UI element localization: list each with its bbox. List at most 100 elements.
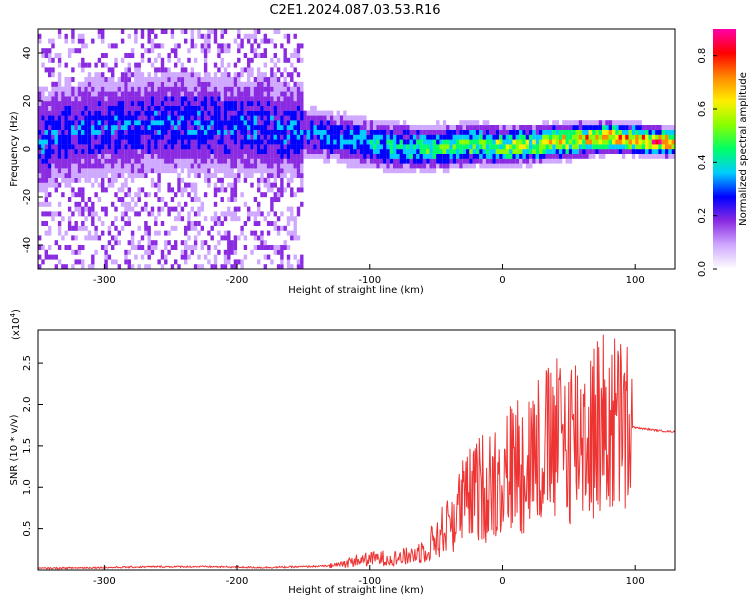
spectrogram-cell — [227, 48, 231, 54]
spectrogram-cell — [343, 158, 347, 164]
spectrogram-cell — [333, 149, 337, 154]
spectrogram-cell — [422, 149, 427, 154]
spectrogram-cell — [452, 153, 457, 159]
spectrogram-cell — [107, 101, 112, 106]
spectrogram-cell — [253, 245, 258, 250]
spectrogram-cell — [227, 149, 231, 154]
spectrogram-cell — [286, 221, 291, 226]
spectrogram-cell — [160, 86, 165, 92]
spectrogram-cell — [160, 197, 165, 202]
spectrogram-cell — [130, 105, 135, 111]
spectrogram-cell — [369, 149, 374, 154]
spectrogram-cell — [134, 33, 138, 39]
spectrogram-cell — [379, 149, 384, 154]
spectrogram-cell — [306, 144, 311, 150]
spectrogram-cell — [336, 120, 340, 126]
spectrogram-cell — [602, 144, 606, 150]
spectrogram-cell — [67, 120, 72, 126]
spectrogram-cell — [462, 139, 467, 145]
spectrogram-cell — [48, 182, 52, 188]
spectrogram-cell — [187, 245, 191, 250]
spectrogram-cell — [170, 72, 175, 78]
spectrogram-cell — [296, 96, 301, 102]
spectrogram-cell — [210, 134, 214, 140]
spectrogram-cell — [120, 139, 125, 145]
spectrogram-cell — [502, 158, 506, 164]
spectrogram-cell — [263, 91, 267, 97]
spectrogram-cell — [101, 77, 105, 82]
spectrogram-cell — [94, 134, 98, 140]
spectrogram-cell — [91, 182, 95, 188]
spectrogram-cell — [74, 173, 78, 178]
spectrogram-cell — [280, 177, 284, 183]
spectrogram-cell — [628, 120, 632, 126]
spectrogram-cell — [217, 134, 221, 140]
spectrogram-cell — [386, 163, 390, 169]
spectrogram-cell — [280, 149, 284, 154]
spectrogram-cell — [127, 101, 131, 106]
spectrogram-cell — [522, 134, 526, 140]
spectrogram-cell — [48, 53, 52, 58]
spectrogram-cell — [193, 168, 198, 174]
spectrogram-cell — [220, 105, 224, 111]
spectrogram-cell — [323, 144, 327, 150]
spectrogram-cell — [87, 105, 92, 111]
spectrogram-cell — [310, 125, 314, 130]
spectrogram-cell — [71, 110, 75, 116]
spectrogram-cell — [399, 153, 403, 159]
spectrogram-cell — [84, 115, 88, 121]
spectrogram-cell — [283, 158, 287, 164]
spectrogram-cell — [140, 57, 145, 63]
spectrogram-cell — [38, 139, 42, 145]
spectrogram-cell — [532, 129, 536, 135]
spectrogram-cell — [469, 144, 473, 150]
spectrogram-cell — [336, 149, 340, 154]
spectrogram-cell — [233, 77, 238, 82]
spectrogram-cell — [54, 173, 58, 178]
spectrogram-cell — [456, 125, 460, 130]
spectrogram-cell — [177, 134, 181, 140]
spectrogram-cell — [296, 158, 301, 164]
spectrogram-cell — [635, 149, 639, 154]
spectrogram-cell — [260, 192, 264, 198]
spectrogram-cell — [266, 221, 271, 226]
spectrogram-cell — [273, 120, 277, 126]
spectrogram-cell — [263, 240, 267, 246]
spectrogram-cell — [38, 182, 42, 188]
spectrogram-cell — [117, 144, 121, 150]
spectrogram-cell — [97, 163, 102, 169]
spectrogram-cell — [389, 168, 394, 174]
spectrogram-cell — [71, 96, 75, 102]
spectrogram-cell — [81, 86, 85, 92]
spectrogram-cell — [665, 144, 669, 150]
spectrogram-cell — [84, 120, 88, 126]
spectrogram-cell — [200, 81, 204, 87]
spectrogram-cell — [170, 48, 175, 54]
spectrogram-cell — [164, 139, 168, 145]
spectrogram-cell — [631, 153, 636, 159]
spectrogram-cell — [343, 153, 347, 159]
spectrogram-cell — [247, 216, 251, 222]
spectrogram-cell — [373, 149, 377, 154]
spectrogram-cell — [174, 216, 178, 222]
snr-x-tick-label: -100 — [358, 576, 381, 587]
spectrogram-cell — [349, 158, 354, 164]
spectrogram-cell — [436, 129, 440, 135]
spectrogram-cell — [645, 153, 649, 159]
spectrogram-cell — [240, 144, 244, 150]
spectrogram-cell — [257, 67, 261, 73]
spectrogram-cell — [545, 144, 549, 150]
spectrogram-cell — [280, 158, 284, 164]
spectrogram-cell — [101, 163, 105, 169]
spectrogram-cell — [223, 235, 228, 241]
spectrogram-cell — [174, 206, 178, 212]
spectrogram-cell — [94, 86, 98, 92]
spectrogram-cell — [582, 144, 586, 150]
spectrogram-cell — [479, 134, 483, 140]
spectrogram-cell — [436, 153, 440, 159]
spectrogram-cell — [300, 43, 304, 49]
spectrogram-cell — [193, 173, 198, 178]
spectrogram-cell — [64, 62, 68, 68]
spectrogram-cell — [167, 206, 171, 212]
spectrogram-cell — [124, 110, 128, 116]
